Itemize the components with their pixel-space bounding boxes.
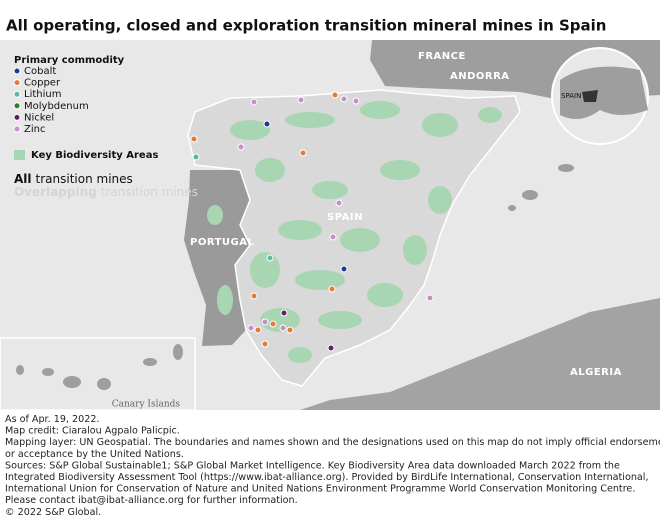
mine (426, 294, 434, 302)
mine (329, 233, 337, 241)
mine (352, 97, 360, 105)
canary-inset: Canary Islands (0, 337, 196, 411)
mine (192, 153, 200, 161)
mine (328, 285, 336, 293)
legend-swatch (13, 67, 21, 75)
legend-swatch (14, 150, 25, 160)
footer-line: Map credit: Ciaralou Agpalo Palicpic. (5, 426, 180, 437)
legend-bold: All (14, 172, 32, 186)
map-label: ALGERIA (570, 367, 622, 378)
mine (261, 318, 269, 326)
legend-bold: Overlapping (14, 185, 97, 199)
map-label: PORTUGAL (190, 237, 254, 248)
legend-entry: Zinc (24, 124, 45, 135)
mine (263, 120, 271, 128)
mine (247, 324, 255, 332)
mine (297, 96, 305, 104)
mine (340, 95, 348, 103)
footer-line: or acceptance by the United Nations. (5, 449, 184, 460)
globe-label: SPAIN (561, 92, 581, 100)
footer-line: International Union for Conservation of … (5, 484, 635, 495)
mine (250, 292, 258, 300)
legend-entry: All transition mines (14, 172, 133, 186)
mines (190, 91, 434, 352)
footer-line: Integrated Biodiversity Assessment Tool … (5, 472, 649, 483)
legend-swatch (13, 102, 21, 110)
legend: Primary commodity CobaltCopperLithiumMol… (13, 55, 198, 199)
legend-swatch (13, 90, 21, 98)
mine (237, 143, 245, 151)
legend-swatch (13, 113, 21, 121)
mine (299, 149, 307, 157)
portugal (184, 170, 250, 346)
footer-line: As of Apr. 19, 2022. (5, 414, 100, 425)
legend-rest: transition mines (36, 172, 133, 186)
legend-entry: Key Biodiversity Areas (31, 150, 158, 161)
footer-line: Please contact ibat@ibat-alliance.org fo… (5, 495, 298, 506)
legend-entry: Nickel (24, 112, 54, 123)
legend-swatch (13, 125, 21, 133)
globe-inset: SPAIN (551, 47, 649, 145)
map-label: ANDORRA (450, 71, 510, 82)
mine (254, 326, 262, 334)
map: FRANCE ANDORRA SPAIN PORTUGAL ALGERIA SP… (0, 40, 660, 411)
legend-heading: Primary commodity (14, 55, 125, 66)
mine (286, 326, 294, 334)
africa (300, 298, 660, 410)
mine (261, 340, 269, 348)
mine (331, 91, 339, 99)
footer-line: Sources: S&P Global Sustainable1; S&P Gl… (5, 460, 620, 471)
legend-rest: transition mines (101, 185, 198, 199)
mine (335, 199, 343, 207)
footer-line: Mapping layer: UN Geospatial. The bounda… (5, 437, 660, 448)
footer-line: © 2022 S&P Global. (5, 507, 101, 518)
map-label: SPAIN (327, 212, 363, 223)
mine (250, 98, 258, 106)
balearics (508, 164, 574, 211)
biodiversity-areas (207, 101, 502, 363)
mine (327, 344, 335, 352)
mine (280, 309, 288, 317)
legend-entry: Overlapping transition mines (14, 185, 198, 199)
legend-entry: Copper (24, 78, 61, 89)
legend-swatch (13, 79, 21, 87)
mine (269, 320, 277, 328)
legend-entry: Cobalt (24, 66, 56, 77)
mine (340, 265, 348, 273)
legend-entry: Lithium (24, 89, 61, 100)
footer: As of Apr. 19, 2022.Map credit: Ciaralou… (5, 414, 660, 518)
title: All operating, closed and exploration tr… (6, 17, 607, 35)
legend-entry: Molybdenum (24, 101, 89, 112)
map-label: FRANCE (418, 51, 466, 62)
mine (190, 135, 198, 143)
inset-label: Canary Islands (112, 400, 181, 410)
mine (279, 324, 287, 332)
mine (266, 254, 274, 262)
